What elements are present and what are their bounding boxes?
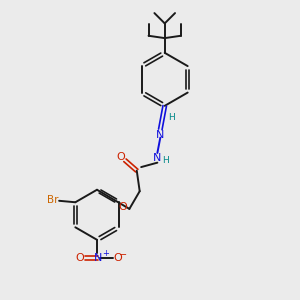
Text: Br: Br xyxy=(47,195,59,205)
Text: O: O xyxy=(118,202,127,212)
Text: N: N xyxy=(156,130,164,140)
Text: −: − xyxy=(119,250,128,260)
Text: O: O xyxy=(114,253,123,263)
Text: N: N xyxy=(94,253,103,263)
Text: +: + xyxy=(102,249,109,258)
Text: H: H xyxy=(168,113,175,122)
Text: H: H xyxy=(162,156,169,165)
Text: O: O xyxy=(116,152,125,162)
Text: N: N xyxy=(153,153,161,163)
Text: O: O xyxy=(75,253,84,263)
